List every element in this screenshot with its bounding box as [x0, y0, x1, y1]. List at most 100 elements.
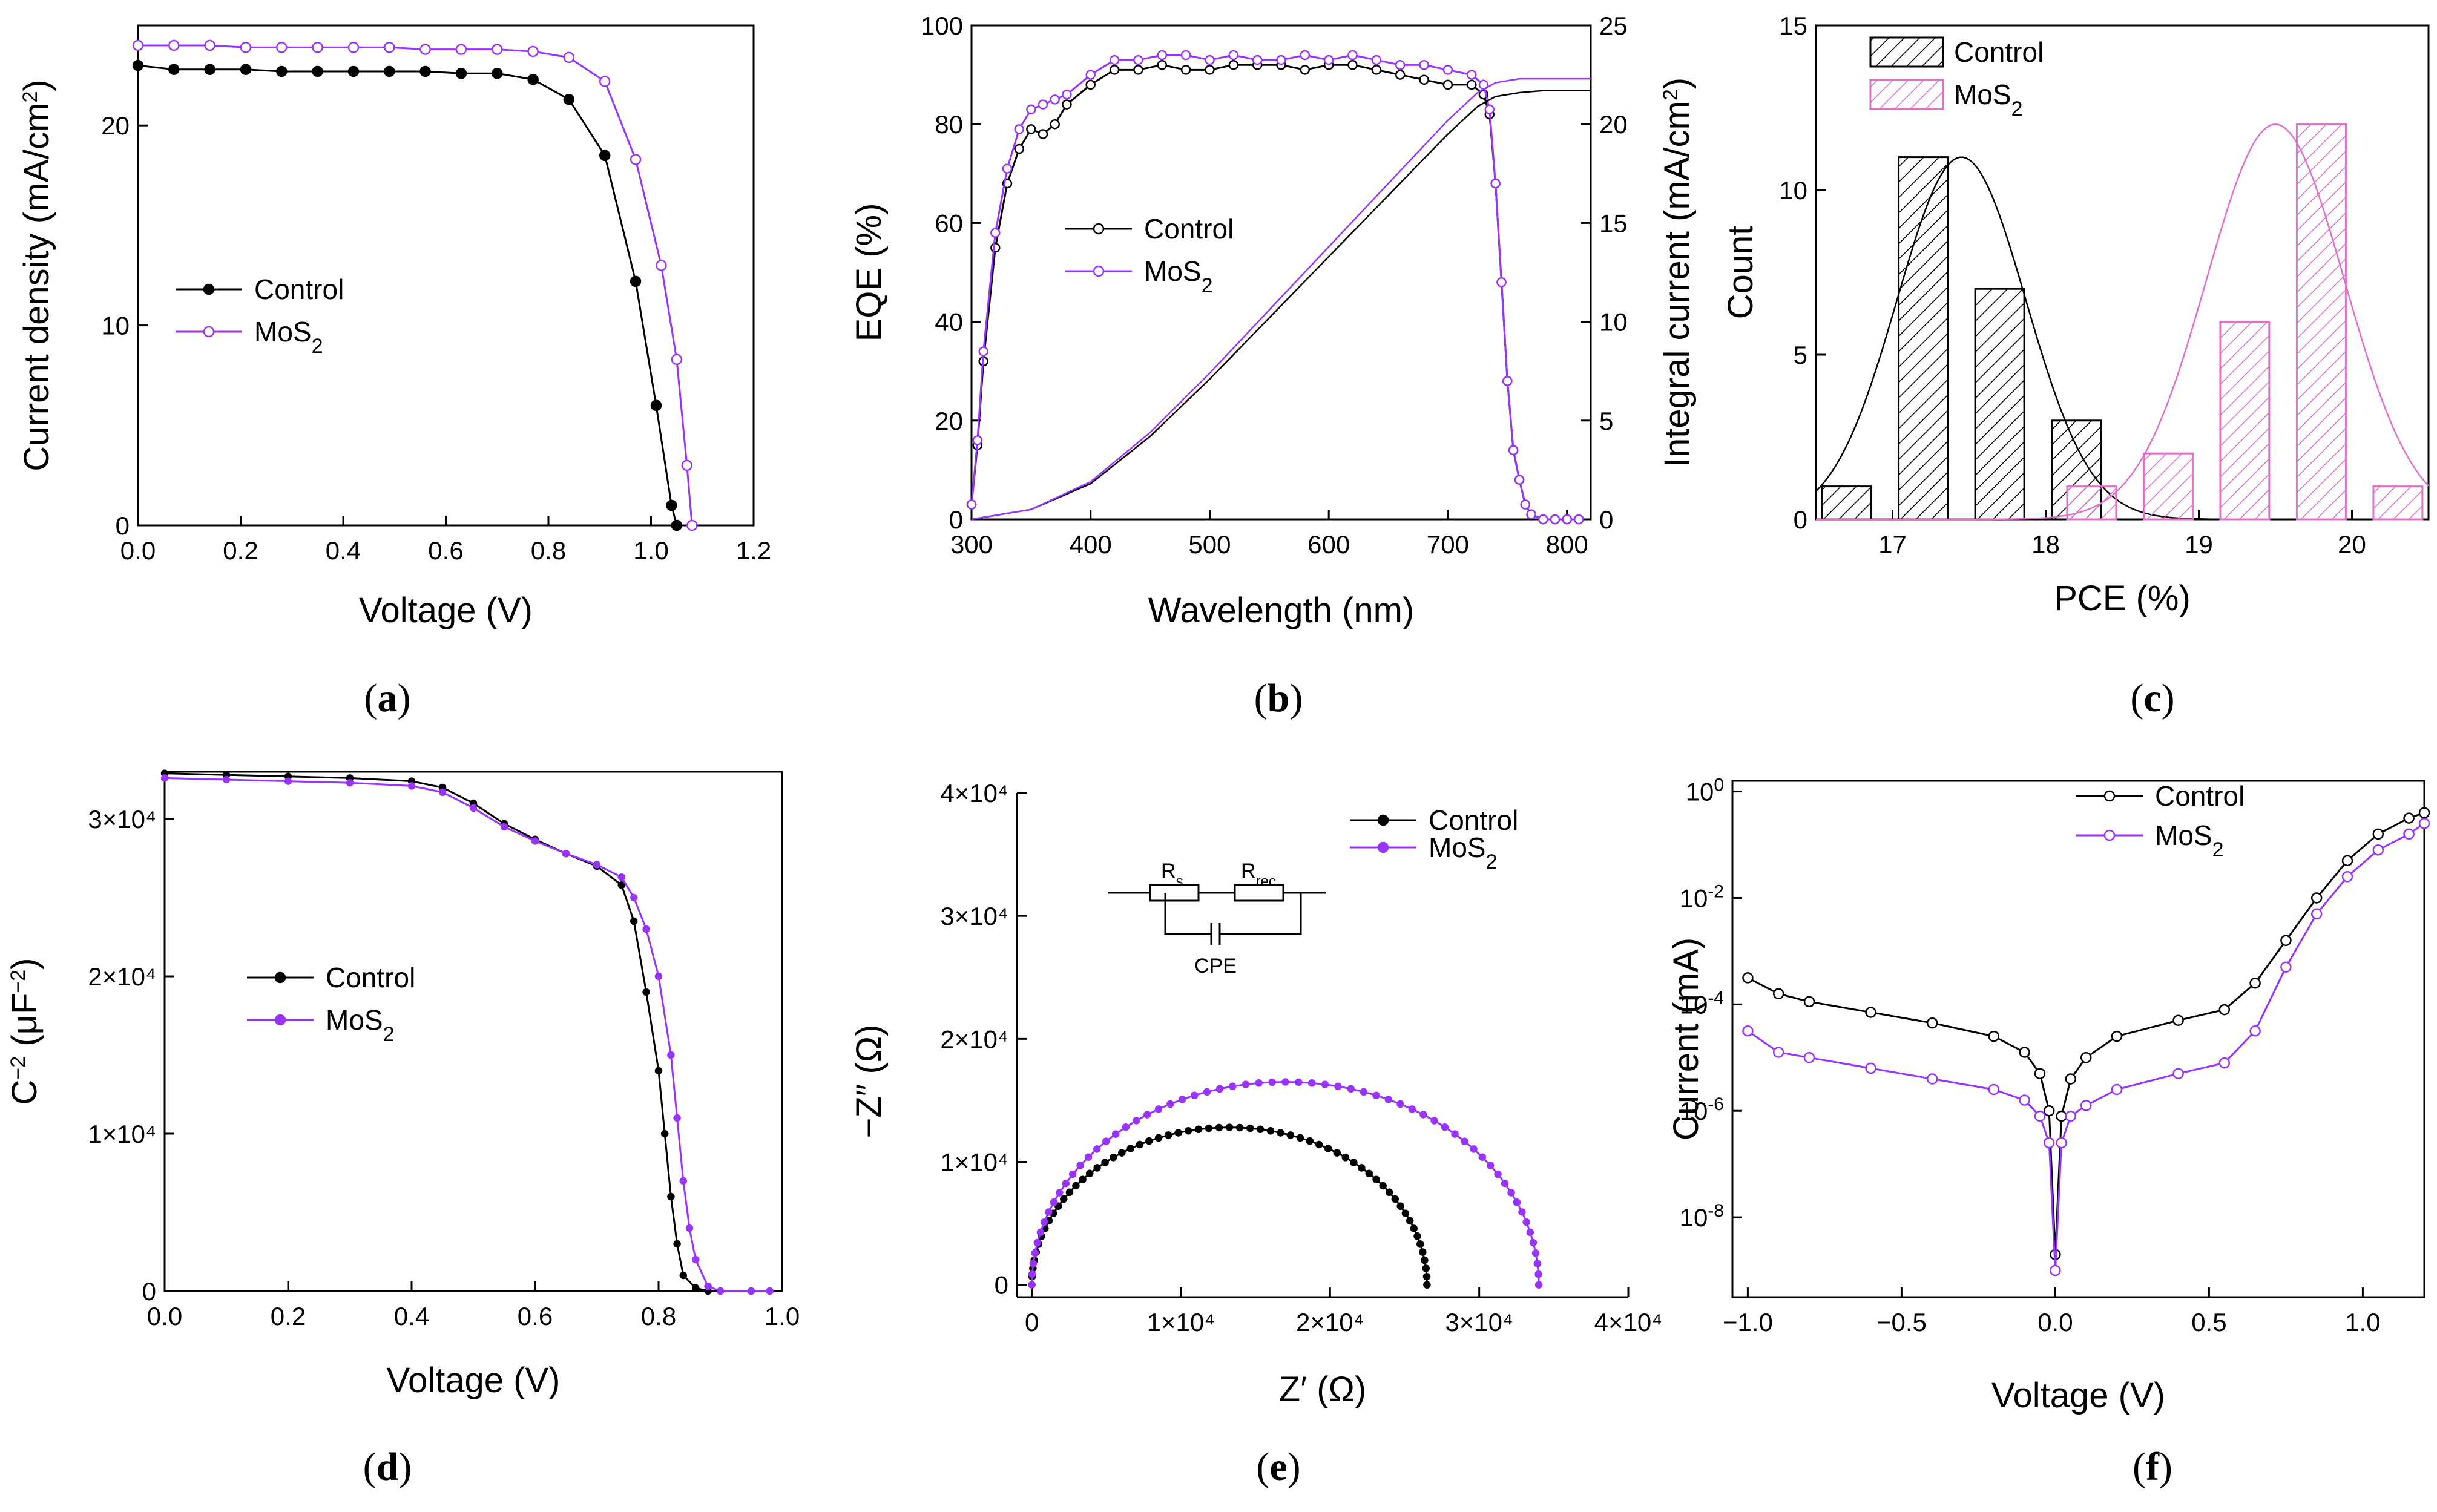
panel-b-ylabel-part: EQE (%)	[849, 203, 889, 342]
panel-e-point-0	[1341, 1154, 1350, 1162]
panel-d-label-letter: d	[377, 1445, 399, 1489]
panel-c-bar-1	[2295, 123, 2347, 521]
panel-e-point-0	[1109, 1154, 1117, 1162]
panel-f-point-1	[2372, 844, 2384, 856]
panel-c-bar-1	[2142, 452, 2194, 521]
panel-e-point-0	[1205, 1124, 1213, 1132]
panel-a-point-1	[492, 44, 503, 55]
panel-d-point-1	[222, 775, 231, 784]
panel-e-label-paren: )	[1288, 1445, 1301, 1489]
panel-e-point-1	[1154, 1105, 1163, 1113]
panel-f-point-0	[2043, 1105, 2055, 1117]
panel-e-point-0	[1419, 1248, 1427, 1256]
panel-d-point-0	[667, 1192, 675, 1201]
panel-b-point-1	[1442, 65, 1453, 75]
panel-e-point-1	[1384, 1096, 1392, 1103]
panel-e-point-1	[1045, 1208, 1053, 1216]
panel-e-point-1	[1419, 1111, 1427, 1119]
panel-b-point-1	[1484, 104, 1495, 114]
panel-b-point-1	[1038, 99, 1048, 110]
panel-b-ytick-label: 0	[949, 505, 963, 534]
panel-f-xtick-label: 1.0	[2345, 1308, 2380, 1336]
panel-a-point-1	[527, 45, 539, 58]
panel-e-ytick-label: 1×10⁴	[940, 1148, 1008, 1177]
panel-a-point-1	[419, 44, 431, 55]
panel-e-xlabel-part: Z′ (Ω)	[1279, 1370, 1366, 1409]
panel-a-point-0	[492, 68, 503, 79]
panel-e-point-1	[1430, 1117, 1438, 1125]
panel-a-ylabel-part: )	[17, 79, 56, 91]
panel-e-mos2-legend-label-part: MoS	[1429, 832, 1486, 863]
panel-d-point-1	[685, 1224, 694, 1232]
panel-d-series-1	[164, 777, 770, 1292]
panel-e-control-legend-label-part: Control	[1429, 804, 1518, 836]
panel-b-point-0	[1228, 60, 1239, 70]
panel-d-point-0	[617, 881, 626, 889]
panel-d-control-legend-label-part: Control	[326, 962, 415, 993]
panel-b-point-1	[1508, 445, 1519, 456]
panel-d-ylabel-part: C	[5, 1080, 44, 1105]
panel-a-ytick-label: 10	[101, 312, 130, 340]
panel-e-series-0	[1031, 1126, 1428, 1285]
panel-e-point-0	[1225, 1123, 1234, 1131]
panel-a-point-0	[630, 275, 642, 288]
panel-b-point-1	[1467, 70, 1477, 80]
panel-e-point-1	[1478, 1153, 1487, 1161]
panel-f-ytick-exp: 0	[1714, 775, 1724, 795]
panel-e-point-1	[1531, 1249, 1540, 1257]
panel-a-frame	[137, 24, 755, 527]
panel-a-xtick-label: 0.4	[326, 536, 361, 565]
panel-b-ylabel: EQE (%)	[849, 203, 889, 342]
panel-b-point-1	[1252, 54, 1263, 65]
panel-e-point-0	[1118, 1149, 1126, 1157]
circuit-rs-main: R	[1161, 860, 1176, 883]
panel-e-point-0	[1385, 1188, 1393, 1197]
panel-e-point-0	[1401, 1209, 1410, 1217]
panel-c-legend-label-sub: 2	[2011, 97, 2023, 120]
panel-b-point-0	[1038, 129, 1048, 139]
panel-d-point-1	[438, 788, 447, 797]
panel-a-point-1	[563, 51, 575, 64]
panel-f-ytick-label: 10-8	[1680, 1201, 1724, 1232]
panel-f-label-paren: )	[2159, 1445, 2172, 1489]
panel-b-point-1	[1014, 124, 1024, 134]
panel-b-point-1	[1371, 54, 1382, 65]
panel-b-xtick-label: 400	[1070, 530, 1112, 559]
panel-e-point-0	[1154, 1134, 1163, 1142]
panel-f-ylabel: Current (mA)	[1666, 938, 1706, 1140]
panel-d-point-1	[617, 873, 626, 881]
panel-f-point-1	[2043, 1137, 2055, 1149]
panel-b-control-legend-marker	[1093, 223, 1105, 235]
panel-c-xtick-label: 18	[2031, 530, 2060, 559]
panel-e-point-0	[1379, 1182, 1387, 1190]
panel-b-point-1	[1050, 94, 1060, 105]
panel-c-bar-0	[1974, 288, 2025, 521]
panel-b-xtick-label: 500	[1188, 530, 1231, 559]
panel-d-ylabel-sup: −2	[7, 1056, 30, 1080]
panel-f-mos2-legend-label-part: MoS	[2155, 820, 2212, 851]
panel-e-ylabel: −Z″ (Ω)	[849, 1025, 889, 1139]
panel-f-point-1	[2056, 1137, 2067, 1149]
panel-f-point-1	[2111, 1083, 2123, 1096]
panel-f-point-0	[1865, 1007, 1876, 1018]
panel-b-point-1	[1133, 54, 1143, 65]
panel-b-point-0	[1419, 74, 1429, 85]
panel-e-point-0	[1296, 1134, 1304, 1142]
circuit-rrec-sub: rec	[1256, 873, 1276, 890]
panel-b-ytick-label-right: 15	[1599, 209, 1628, 237]
panel-c-bar-0	[1821, 485, 1872, 521]
panel-d-point-1	[593, 861, 601, 869]
panel-e-point-1	[1111, 1130, 1120, 1138]
panel-f-xtick-label: −0.5	[1876, 1308, 1927, 1336]
panel-f-point-0	[2341, 855, 2353, 867]
panel-f-point-1	[2050, 1264, 2061, 1277]
panel-f-ytick-label: 10-6	[1680, 1094, 1724, 1126]
panel-e-point-0	[1372, 1175, 1380, 1183]
panel-d-point-0	[654, 1067, 663, 1075]
panel-b-control-legend-label: Control	[1144, 213, 1234, 245]
panel-d-xtick-label: 0.8	[641, 1302, 676, 1330]
panel-b-point-1	[1085, 70, 1096, 80]
panel-c-label-paren: )	[2162, 676, 2175, 720]
panel-c-bar-1	[2219, 321, 2271, 521]
panel-e-point-1	[1143, 1111, 1151, 1119]
